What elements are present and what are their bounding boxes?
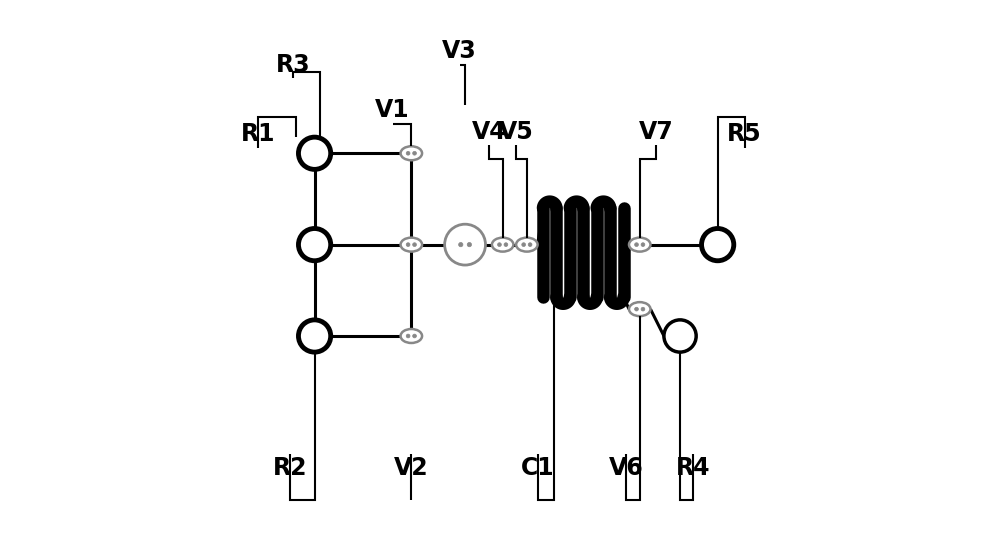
- Ellipse shape: [401, 329, 422, 343]
- Ellipse shape: [401, 238, 422, 251]
- Circle shape: [298, 137, 331, 169]
- Circle shape: [459, 243, 463, 247]
- Circle shape: [664, 320, 696, 352]
- Text: V3: V3: [442, 39, 477, 63]
- Ellipse shape: [492, 238, 513, 251]
- Circle shape: [635, 307, 638, 311]
- Text: V6: V6: [609, 456, 644, 479]
- Circle shape: [522, 243, 526, 247]
- Circle shape: [641, 243, 645, 247]
- Circle shape: [528, 243, 532, 247]
- Text: V2: V2: [394, 456, 429, 479]
- Circle shape: [702, 229, 734, 261]
- Text: R2: R2: [273, 456, 308, 479]
- Ellipse shape: [401, 146, 422, 160]
- Circle shape: [498, 243, 501, 247]
- Circle shape: [298, 229, 331, 261]
- Text: V5: V5: [499, 120, 533, 144]
- Text: R3: R3: [276, 53, 310, 77]
- Circle shape: [406, 334, 410, 338]
- Text: V7: V7: [638, 120, 673, 144]
- Ellipse shape: [516, 238, 538, 251]
- Circle shape: [635, 243, 638, 247]
- Circle shape: [406, 151, 410, 155]
- Circle shape: [406, 243, 410, 247]
- Text: V4: V4: [472, 120, 507, 144]
- Text: R1: R1: [241, 123, 275, 147]
- Ellipse shape: [629, 238, 650, 251]
- Circle shape: [467, 243, 472, 247]
- Ellipse shape: [629, 302, 650, 316]
- Circle shape: [413, 243, 416, 247]
- Circle shape: [445, 224, 485, 265]
- Circle shape: [413, 334, 416, 338]
- Circle shape: [504, 243, 508, 247]
- Text: R5: R5: [727, 123, 762, 147]
- Text: R4: R4: [676, 456, 711, 479]
- Text: V1: V1: [375, 98, 410, 122]
- Circle shape: [641, 307, 645, 311]
- Circle shape: [298, 320, 331, 352]
- Text: C1: C1: [521, 456, 554, 479]
- Circle shape: [413, 151, 416, 155]
